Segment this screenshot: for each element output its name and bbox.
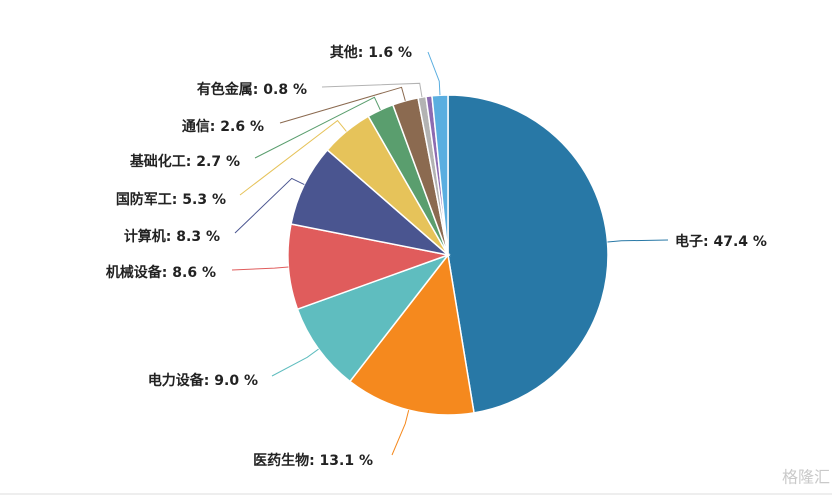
- leader-line: [234, 177, 305, 234]
- pie-slice: [287, 223, 451, 311]
- leader-line: [254, 96, 381, 159]
- leader-line: [391, 409, 410, 456]
- slice-label: 基础化工: 2.7 %: [130, 153, 240, 170]
- slice-label: 电力设备: 9.0 %: [148, 372, 258, 389]
- leader-line: [239, 119, 347, 196]
- leader-line: [279, 86, 406, 124]
- leader-line: [607, 239, 669, 243]
- pie-slice: [447, 94, 609, 414]
- leader-line: [271, 348, 319, 377]
- leader-line: [321, 82, 423, 98]
- slice-label: 机械设备: 8.6 %: [106, 264, 216, 281]
- leader-line: [427, 51, 441, 96]
- slice-label: 医药生物: 13.1 %: [253, 452, 373, 469]
- slice-label: 其他: 1.6 %: [330, 44, 412, 61]
- slice-label: 电子: 47.4 %: [675, 233, 767, 250]
- leader-line: [231, 266, 289, 271]
- pie-slice: [296, 253, 451, 383]
- slice-label: 国防军工: 5.3 %: [116, 191, 226, 208]
- slice-label: 有色金属: 0.8 %: [197, 81, 307, 98]
- slice-label: 通信: 2.6 %: [182, 118, 264, 135]
- pie-slice: [348, 253, 475, 416]
- watermark: 格隆汇: [782, 468, 830, 487]
- slice-label: 计算机: 8.3 %: [124, 228, 220, 245]
